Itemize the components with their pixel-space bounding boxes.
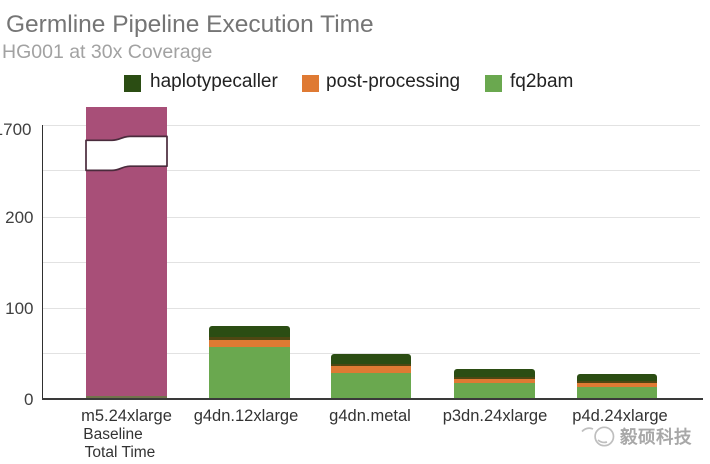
svg-text:毅硕科技: 毅硕科技 <box>619 427 692 447</box>
